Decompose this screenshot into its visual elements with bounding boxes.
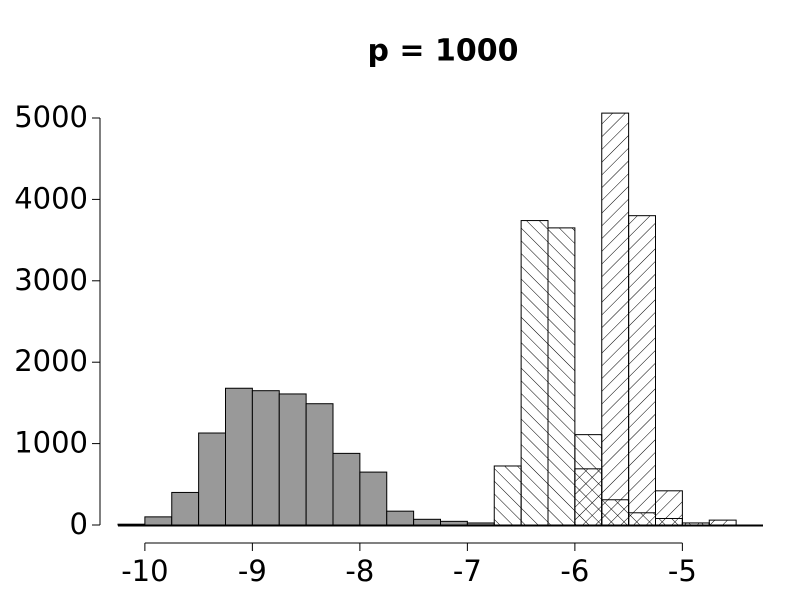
- histogram-bar: [493, 465, 522, 526]
- histogram-bar: [359, 471, 388, 526]
- histogram-bar: [171, 491, 200, 526]
- chart-title: p = 1000: [368, 34, 519, 69]
- histogram-bar: [144, 516, 173, 526]
- histogram-bar: [520, 220, 549, 526]
- histogram-bar: [198, 432, 226, 526]
- y-tick-label: 2000: [14, 344, 88, 378]
- x-tick-label: -7: [453, 554, 482, 588]
- x-tick-label: -10: [121, 554, 168, 588]
- histogram-bar: [305, 403, 334, 526]
- histogram-bar: [574, 468, 603, 526]
- y-tick-label: 0: [70, 507, 88, 541]
- y-tick-label: 1000: [14, 426, 88, 460]
- histogram-bar: [225, 387, 253, 526]
- histogram-bar: [386, 510, 415, 526]
- histogram-bar: [628, 215, 656, 526]
- histogram-bar: [278, 393, 307, 526]
- y-tick-label: 4000: [14, 181, 88, 215]
- histogram-bar: [251, 390, 280, 526]
- y-tick-label: 5000: [14, 100, 88, 134]
- histogram-bar: [601, 112, 630, 526]
- histogram-bar: [413, 518, 441, 526]
- histogram-bar: [332, 452, 361, 526]
- histogram-bar: [708, 519, 737, 526]
- x-tick-label: -8: [345, 554, 374, 588]
- y-tick-label: 3000: [14, 263, 88, 297]
- x-tick-label: -6: [560, 554, 589, 588]
- x-tick-label: -9: [238, 554, 267, 588]
- histogram-bar: [655, 490, 683, 526]
- histogram-bar: [547, 227, 576, 526]
- bars: [117, 112, 737, 526]
- x-tick-label: -5: [668, 554, 697, 588]
- histogram-bar: [440, 520, 468, 526]
